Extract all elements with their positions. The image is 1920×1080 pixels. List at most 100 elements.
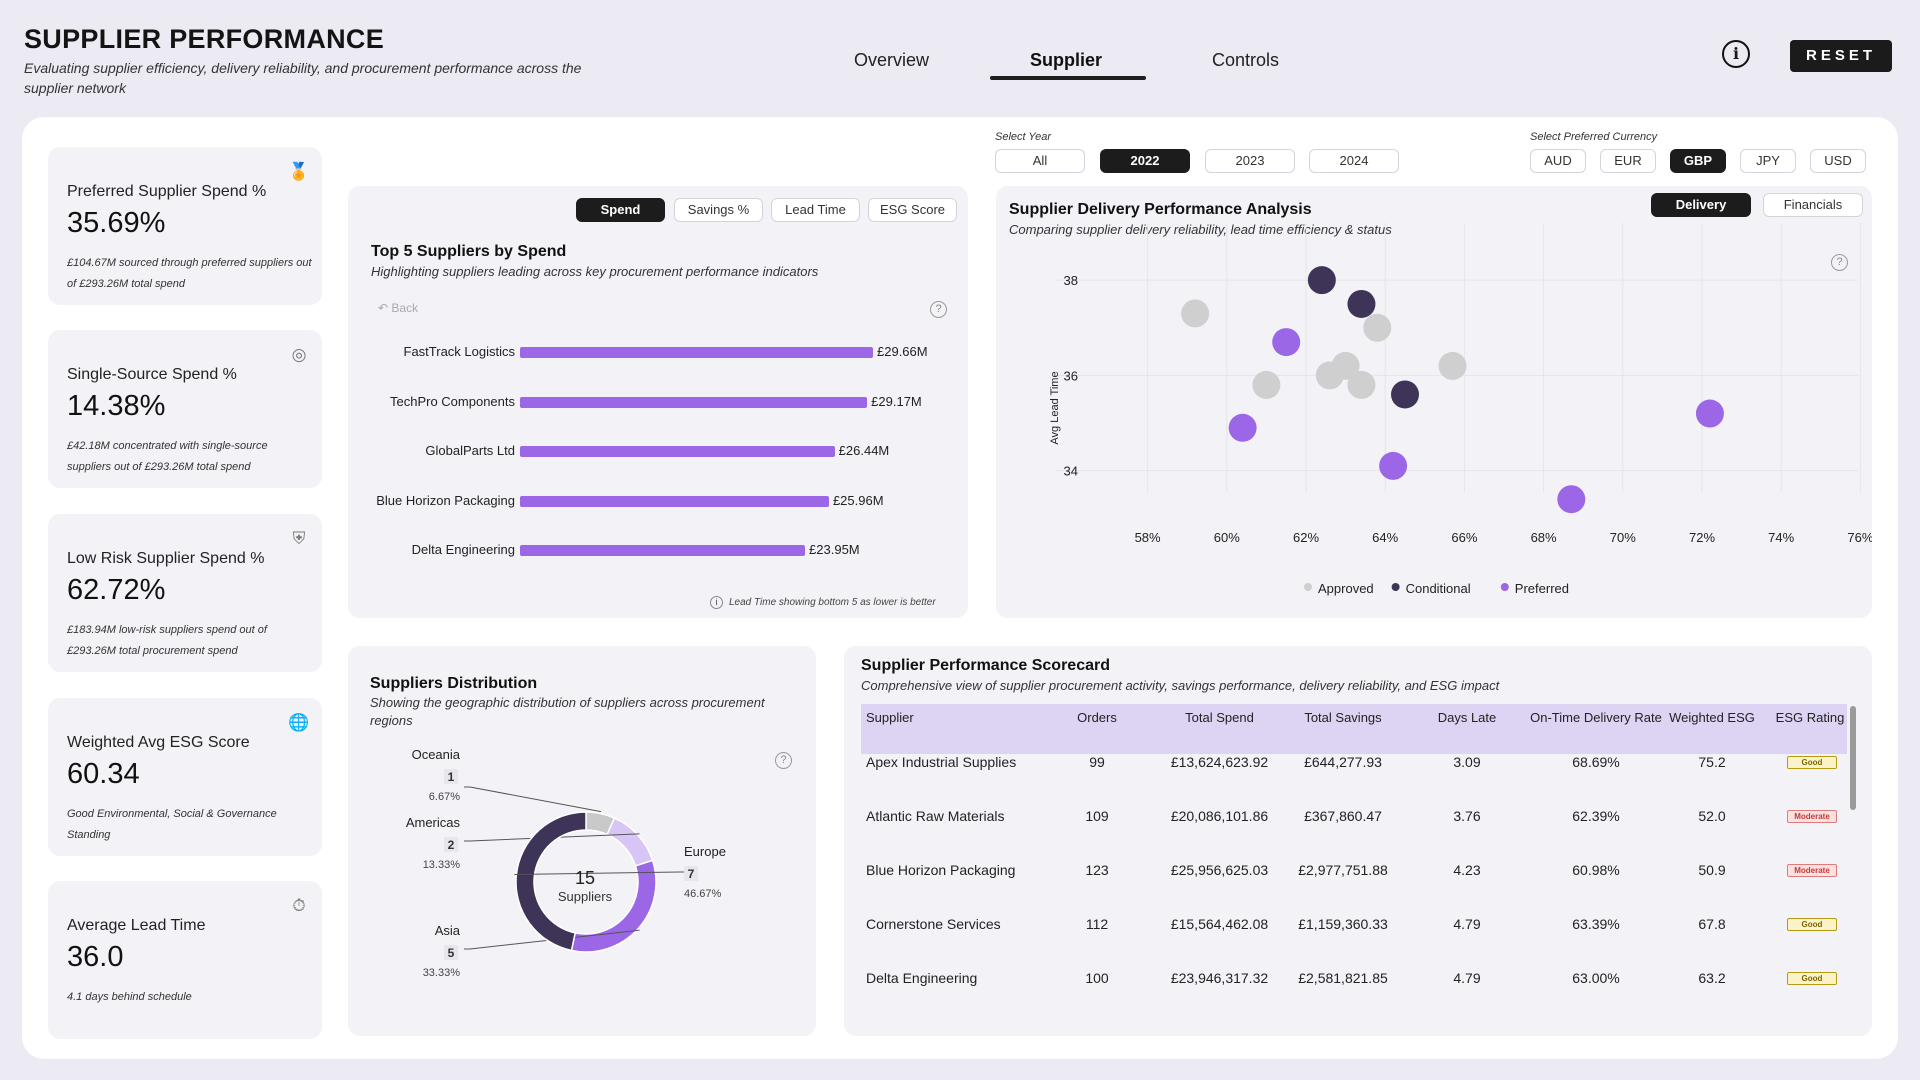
toggle-delivery[interactable]: Delivery xyxy=(1651,193,1751,217)
count-box xyxy=(444,769,458,784)
table-cell: 4.23 xyxy=(1453,862,1481,878)
tab-supplier[interactable]: Supplier xyxy=(1030,50,1103,70)
bar-label: Blue Horizon Packaging xyxy=(376,492,515,508)
kpi-label: Low Risk Supplier Spend % xyxy=(67,550,265,567)
kpi-note: £42.18M concentrated with single-source … xyxy=(67,440,268,473)
legend-label: Conditional xyxy=(1406,581,1471,596)
back-button[interactable]: ↶ Back xyxy=(378,301,418,315)
table-scrollbar[interactable] xyxy=(1850,706,1856,810)
supplier-name-cell: Atlantic Raw Materials xyxy=(866,808,1005,824)
metric-tab-savings[interactable]: Savings % xyxy=(674,198,763,222)
reset-button[interactable]: RESET xyxy=(1790,40,1892,72)
year-option-2024[interactable]: 2024 xyxy=(1309,149,1399,173)
bar xyxy=(520,495,829,507)
help-icon[interactable]: ? xyxy=(1831,254,1848,271)
kpi-label: Average Lead Time xyxy=(67,917,206,934)
footnote-text: Lead Time showing bottom 5 as lower is b… xyxy=(729,597,936,608)
distribution-title: Suppliers Distribution xyxy=(370,675,538,692)
donut-slice-europe xyxy=(515,811,587,952)
table-cell: £2,581,821.85 xyxy=(1298,970,1388,986)
data-point-conditional xyxy=(1391,380,1419,409)
column-header: Total Savings xyxy=(1304,710,1382,725)
legend-marker xyxy=(1304,583,1312,591)
distribution-donut-chart: Oceania 1 6.67% Americas 2 13.33% Asia 5 33.33% E… xyxy=(406,747,726,979)
suppliers-distribution-card xyxy=(348,646,816,1036)
bar xyxy=(520,396,868,408)
award-icon: 🏅 xyxy=(288,162,310,181)
column-header: Weighted ESG xyxy=(1669,710,1755,725)
bar-value: £25.96M xyxy=(832,492,884,508)
data-point-approved xyxy=(1438,351,1467,380)
kpi-card-lead-time: ⏱ Average Lead Time 36.0 4.1 days behind… xyxy=(48,881,322,1039)
kpi-note: 4.1 days behind schedule xyxy=(67,991,192,1003)
currency-option-usd[interactable]: USD xyxy=(1810,149,1866,173)
active-tab-indicator xyxy=(990,76,1146,80)
table-cell: 63.00% xyxy=(1572,970,1620,986)
year-option-all[interactable]: All xyxy=(995,149,1085,173)
y-tick-label: 38 xyxy=(1064,273,1078,288)
bar-value: £23.95M xyxy=(809,542,860,557)
year-option-2022[interactable]: 2022 xyxy=(1100,149,1190,173)
x-tick-label: 58% xyxy=(1135,530,1161,545)
data-point-approved xyxy=(1181,299,1210,328)
tab-controls[interactable]: Controls xyxy=(1212,50,1280,70)
x-tick-label: 66% xyxy=(1451,530,1477,545)
data-point-conditional xyxy=(1307,266,1336,295)
table-header xyxy=(861,704,1847,754)
esg-rating-badge: Moderate xyxy=(1787,810,1837,823)
y-axis-label: Avg Lead Time xyxy=(1049,371,1061,444)
column-header: Orders xyxy=(1077,710,1117,725)
currency-option-jpy[interactable]: JPY xyxy=(1740,149,1796,173)
region-count: 1 xyxy=(448,770,455,784)
data-point-preferred xyxy=(1695,399,1724,428)
back-label: Back xyxy=(391,301,419,315)
table-cell: 68.69% xyxy=(1572,754,1620,770)
bar-value: £29.17M xyxy=(871,393,922,409)
y-tick-label: 34 xyxy=(1064,464,1078,479)
bar-value: £29.66M xyxy=(877,344,928,359)
y-tick-label: 36 xyxy=(1064,368,1078,383)
bar-label: FastTrack Logistics xyxy=(403,344,516,359)
page-subtitle: Evaluating supplier efficiency, delivery… xyxy=(24,60,582,96)
bar xyxy=(520,446,835,457)
globe-icon: 🌐 xyxy=(288,713,310,732)
count-box xyxy=(444,945,458,960)
esg-rating-badge: Good xyxy=(1787,918,1837,931)
data-point-approved xyxy=(1363,313,1392,342)
info-icon[interactable]: i xyxy=(1722,40,1750,68)
metric-tab-esg-score[interactable]: ESG Score xyxy=(868,198,957,222)
year-option-2023[interactable]: 2023 xyxy=(1205,149,1295,173)
currency-option-aud[interactable]: AUD xyxy=(1530,149,1586,173)
help-icon[interactable]: ? xyxy=(930,301,947,318)
year-filter-label: Select Year xyxy=(995,131,1052,143)
currency-option-gbp[interactable]: GBP xyxy=(1670,149,1726,173)
esg-rating-badge: Moderate xyxy=(1787,864,1837,877)
table-cell: 62.39% xyxy=(1572,808,1620,824)
data-point-conditional xyxy=(1347,289,1376,318)
data-point-preferred xyxy=(1557,485,1586,514)
tab-overview[interactable]: Overview xyxy=(854,50,930,70)
donut-leader-line xyxy=(464,929,640,950)
clock-icon: ⏱ xyxy=(292,896,306,915)
currency-option-eur[interactable]: EUR xyxy=(1600,149,1656,173)
delivery-performance-title: Supplier Delivery Performance Analysis xyxy=(1009,201,1312,218)
help-icon[interactable]: ? xyxy=(775,752,792,769)
table-cell: 4.79 xyxy=(1453,916,1481,932)
table-cell: 63.2 xyxy=(1698,970,1726,986)
kpi-note: £183.94M low-risk suppliers spend out of… xyxy=(67,624,267,657)
data-point-approved xyxy=(1347,370,1376,399)
table-cell: £25,956,625.03 xyxy=(1170,862,1269,878)
legend-marker xyxy=(1391,583,1400,591)
supplier-name-cell: Cornerstone Services xyxy=(866,916,1001,932)
table-cell: 63.39% xyxy=(1572,916,1620,932)
metric-tab-spend[interactable]: Spend xyxy=(576,198,665,222)
toggle-financials[interactable]: Financials xyxy=(1763,193,1863,217)
table-cell: 3.09 xyxy=(1453,754,1481,770)
table-cell: 67.8 xyxy=(1698,916,1726,932)
legend-label: Approved xyxy=(1318,581,1374,596)
donut-center: 15 Suppliers xyxy=(540,868,630,904)
bar xyxy=(520,545,806,556)
table-cell: 75.2 xyxy=(1698,754,1726,770)
metric-tab-lead-time[interactable]: Lead Time xyxy=(771,198,860,222)
top-suppliers-subtitle: Highlighting suppliers leading across ke… xyxy=(371,264,819,279)
